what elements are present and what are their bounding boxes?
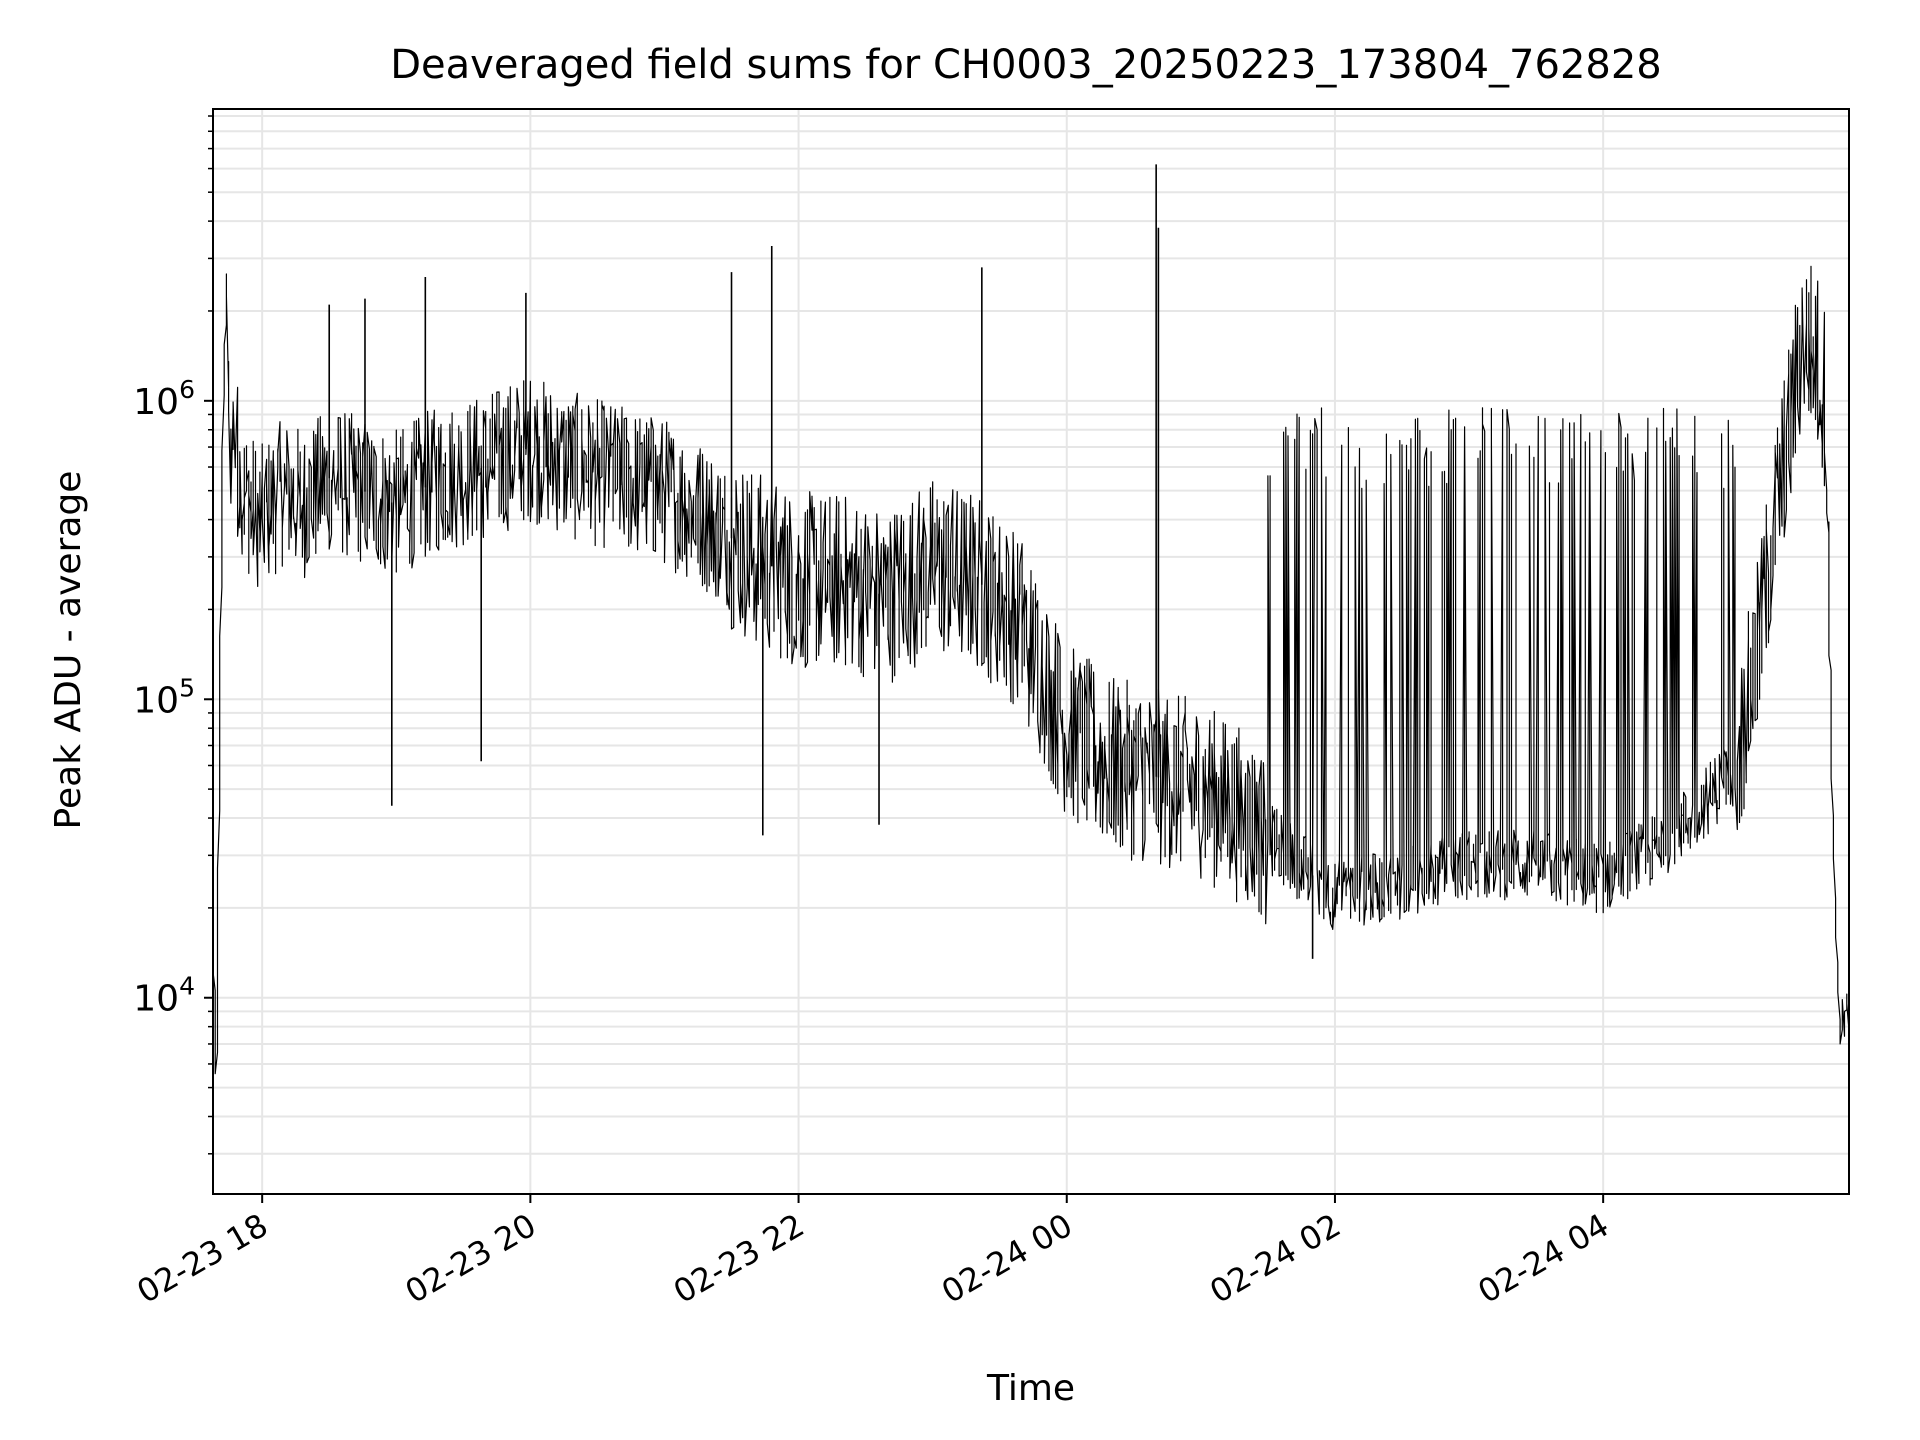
chart-title: Deaveraged field sums for CH0003_2025022… (390, 42, 1662, 88)
y-tick-label-exponent: 6 (179, 375, 195, 404)
y-axis-label: Peak ADU - average (48, 471, 89, 830)
series-layer (212, 164, 1850, 1075)
y-tick-label: 104 (133, 972, 195, 1020)
y-tick-label: 105 (133, 673, 195, 721)
y-tick-label-exponent: 5 (179, 673, 195, 702)
y-tick-label: 106 (133, 375, 195, 423)
y-tick-label-base: 10 (133, 382, 179, 423)
plot-frame (212, 108, 1850, 1195)
y-tick-label-exponent: 4 (179, 972, 195, 1001)
x-axis-label: Time (986, 1368, 1075, 1409)
y-tick-label-base: 10 (133, 680, 179, 721)
series-line (212, 265, 1850, 1075)
y-tick-label-base: 10 (133, 979, 179, 1020)
